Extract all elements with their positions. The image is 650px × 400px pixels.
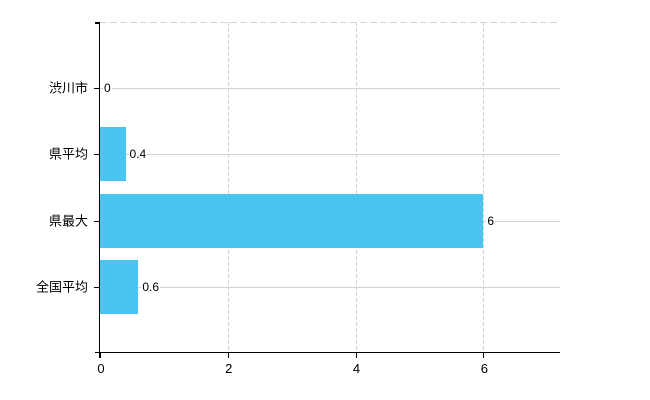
y-axis-tick (94, 88, 100, 90)
category-label: 全国平均 (35, 279, 88, 295)
x-axis-line (95, 351, 560, 353)
bar-value-label: 0.4 (128, 147, 148, 162)
category-row-line (100, 286, 560, 288)
bar-value-label: 0.6 (141, 279, 161, 294)
category-label: 県平均 (48, 146, 88, 162)
bar-value-label: 0 (103, 81, 112, 96)
category-row-line (100, 88, 560, 90)
v-gridline (227, 22, 229, 353)
bar (100, 127, 126, 182)
y-axis-tick (94, 154, 100, 156)
y-axis-top-tick (95, 22, 100, 24)
x-axis-tick (227, 353, 229, 358)
bar (100, 259, 139, 314)
plot-top-border (100, 22, 560, 23)
category-row-line (100, 154, 560, 156)
v-gridline (355, 22, 357, 353)
v-gridline (483, 22, 485, 353)
y-axis-tick (94, 220, 100, 222)
x-axis-tick (355, 353, 357, 358)
bar-value-label: 6 (486, 213, 496, 228)
x-tick-label: 4 (352, 361, 361, 376)
y-axis-line (98, 22, 100, 358)
category-label: 渋川市 (48, 80, 88, 96)
x-tick-label: 2 (225, 361, 233, 376)
y-axis-tick (94, 286, 100, 288)
x-tick-label: 6 (480, 361, 488, 376)
x-axis-tick (100, 353, 101, 358)
bar (100, 193, 484, 248)
x-tick-label: 0 (97, 361, 105, 376)
x-axis-tick (483, 353, 485, 358)
category-label: 県最大 (48, 213, 88, 229)
